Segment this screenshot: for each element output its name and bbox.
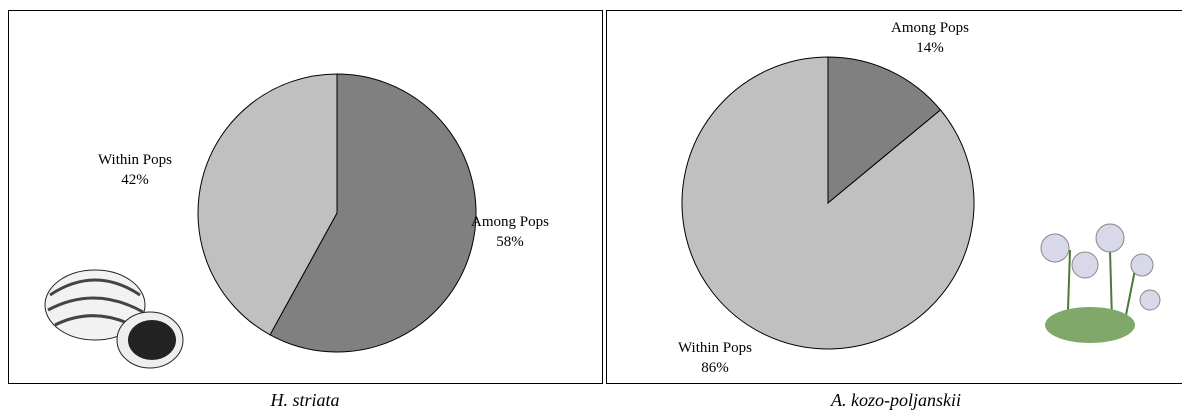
slice-name: Within Pops (98, 152, 172, 168)
caption: A. kozo-poljanskii (831, 390, 961, 410)
slice-label: Within Pops 86% (650, 338, 780, 378)
slice-name: Among Pops (891, 20, 969, 36)
slice-percent: 58% (496, 234, 524, 250)
slice-name: Among Pops (471, 214, 549, 230)
snail-illustration (44, 269, 184, 369)
pie-slice (197, 73, 338, 336)
slice-label: Among Pops 14% (860, 18, 1000, 58)
panel-frame (606, 10, 1182, 384)
caption: H. striata (270, 390, 340, 410)
pie-slice (269, 73, 477, 353)
slice-label: Within Pops 42% (75, 150, 195, 190)
pie-slice (681, 56, 975, 350)
plant-illustration (1040, 223, 1161, 343)
panel-frame (8, 10, 603, 384)
slice-label: Among Pops 58% (470, 212, 550, 252)
slice-percent: 42% (121, 172, 149, 188)
slice-name: Within Pops (678, 340, 752, 356)
slice-percent: 14% (916, 40, 944, 56)
slice-percent: 86% (701, 360, 729, 376)
pie-slice (827, 56, 942, 205)
